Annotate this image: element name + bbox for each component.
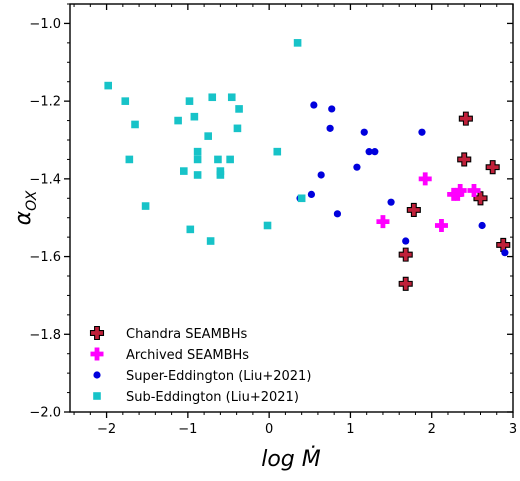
data-point <box>310 101 318 109</box>
data-point <box>434 218 448 232</box>
data-point <box>398 276 413 291</box>
y-tick-label: −2.0 <box>29 406 61 421</box>
x-tick-label: −2 <box>97 422 116 437</box>
data-point <box>371 148 379 156</box>
x-axis-label: log Ṁ <box>261 446 321 472</box>
legend-marker-1 <box>89 325 105 341</box>
legend: Chandra SEAMBHs Archived SEAMBHs Super-Edd… <box>89 325 311 405</box>
data-point <box>406 202 421 217</box>
data-point <box>451 187 465 201</box>
data-point <box>317 171 325 179</box>
legend-label-3: Super-Eddington (Liu+2021) <box>126 369 311 384</box>
data-point <box>333 210 342 218</box>
data-point <box>418 128 426 136</box>
y-axis-label-alpha: α <box>11 210 36 225</box>
data-point <box>307 190 316 198</box>
data-point <box>297 194 306 203</box>
data-point <box>376 215 390 229</box>
data-point <box>478 221 486 230</box>
x-tick-label: 1 <box>346 422 354 437</box>
data-point <box>190 112 199 121</box>
data-point <box>193 147 202 156</box>
x-tick-label: −1 <box>178 422 197 437</box>
data-point <box>121 97 130 105</box>
x-tick-label: 3 <box>509 422 517 437</box>
y-axis-label-subscript: OX <box>24 190 40 211</box>
svg-text:αOX: αOX <box>11 190 40 225</box>
data-point <box>204 132 212 140</box>
data-point <box>235 105 243 113</box>
series-3-markers <box>296 101 509 257</box>
data-point <box>227 93 236 102</box>
data-point <box>273 147 282 156</box>
series-2-markers <box>376 172 481 232</box>
data-point <box>263 221 272 230</box>
data-point <box>131 120 139 129</box>
data-point <box>208 93 217 102</box>
data-point <box>193 171 202 179</box>
data-point <box>206 237 215 245</box>
data-point <box>125 155 134 164</box>
y-tick-label: −1.0 <box>29 17 61 32</box>
series-1-markers <box>398 111 511 291</box>
legend-label-2: Archived SEAMBHs <box>126 348 249 363</box>
legend-label-1: Chandra SEAMBHs <box>126 327 247 342</box>
legend-label-4: Sub-Eddington (Liu+2021) <box>126 390 299 405</box>
data-point <box>186 225 195 234</box>
data-point <box>214 155 222 164</box>
legend-item-2: Archived SEAMBHs <box>90 347 249 363</box>
data-point <box>453 184 467 198</box>
data-point <box>485 160 500 175</box>
data-point <box>328 105 336 113</box>
data-point <box>141 202 150 210</box>
data-point <box>457 152 472 167</box>
data-point <box>360 128 368 136</box>
plot-frame <box>69 3 514 413</box>
y-axis-label: αOX <box>11 190 40 225</box>
y-tick-label: −1.2 <box>29 95 61 110</box>
data-point <box>398 247 413 262</box>
data-point <box>216 171 225 179</box>
data-point <box>216 167 225 175</box>
y-tick-label: −1.4 <box>29 172 61 187</box>
legend-item-3: Super-Eddington (Liu+2021) <box>93 369 311 384</box>
data-point <box>193 155 202 164</box>
x-tick-label: 2 <box>428 422 436 437</box>
legend-marker-2 <box>90 347 104 361</box>
data-point <box>226 155 234 164</box>
y-tick-label: −1.6 <box>29 250 61 265</box>
data-point <box>418 172 432 186</box>
series-4-markers <box>104 39 306 245</box>
y-tick-label: −1.8 <box>29 328 61 343</box>
data-point <box>179 167 188 175</box>
data-point <box>174 116 182 125</box>
data-point <box>104 81 113 90</box>
data-point <box>402 237 410 245</box>
legend-item-4: Sub-Eddington (Liu+2021) <box>93 390 299 405</box>
legend-marker-4 <box>93 392 101 400</box>
data-point <box>387 198 395 206</box>
legend-marker-3 <box>93 371 101 379</box>
data-point <box>185 97 194 105</box>
data-point <box>233 124 242 133</box>
x-tick-label: 0 <box>265 422 273 437</box>
data-point <box>365 148 373 156</box>
data-point <box>353 163 361 171</box>
data-point <box>467 184 481 198</box>
data-point <box>326 124 334 132</box>
data-point <box>293 39 302 47</box>
data-point <box>458 111 473 126</box>
legend-item-1: Chandra SEAMBHs <box>89 325 247 342</box>
data-point <box>501 249 509 257</box>
